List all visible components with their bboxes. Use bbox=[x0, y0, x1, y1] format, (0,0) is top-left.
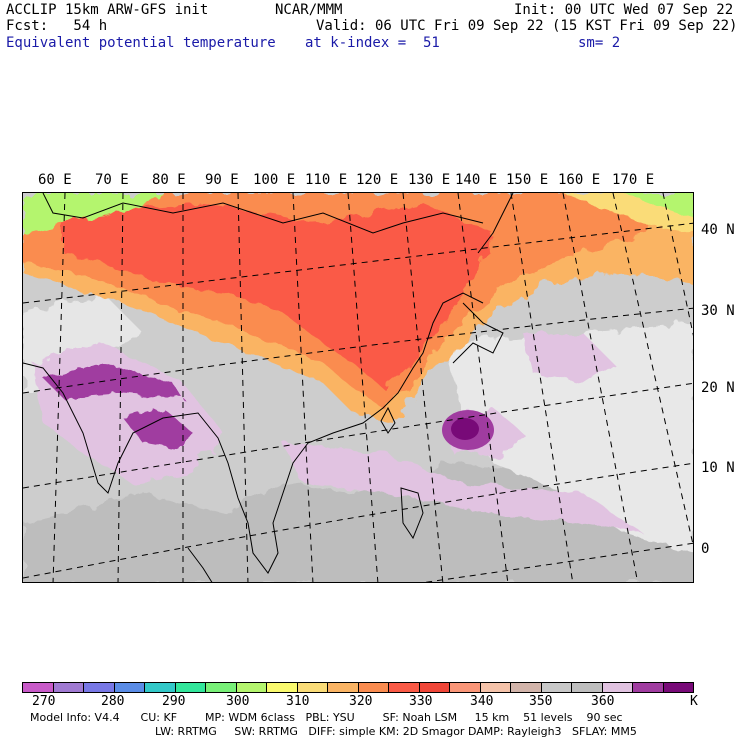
theta-e-map bbox=[22, 192, 694, 583]
north-pacific-moist-patch bbox=[523, 333, 613, 383]
northwest-cool-fringe bbox=[23, 193, 163, 233]
colorbar-swatch bbox=[572, 683, 603, 692]
latitude-label: 20 N bbox=[701, 380, 735, 396]
colorbar-swatch bbox=[53, 683, 84, 692]
model-title: ACCLIP 15km ARW-GFS init bbox=[6, 2, 209, 18]
longitude-label: 60 E bbox=[38, 172, 72, 188]
model-info-line: Model Info: V4.4 CU: KF MP: WDM 6class P… bbox=[30, 711, 623, 724]
colorbar-swatch bbox=[145, 683, 176, 692]
colorbar-tick-label: 350 bbox=[529, 694, 553, 709]
latitude-label: 30 N bbox=[701, 303, 735, 319]
typhoon-eye-region bbox=[451, 418, 479, 440]
colorbar-tick-label: 270 bbox=[32, 694, 56, 709]
colorbar-swatch bbox=[236, 683, 267, 692]
colorbar-swatch bbox=[297, 683, 328, 692]
graticule bbox=[23, 193, 693, 582]
longitude-label: 70 E bbox=[95, 172, 129, 188]
level-index: at k-index = 51 bbox=[305, 35, 440, 51]
colorbar-swatch bbox=[328, 683, 359, 692]
coastlines bbox=[23, 193, 514, 582]
colorbar-swatch bbox=[419, 683, 450, 692]
colorbar-tick-label: 340 bbox=[470, 694, 494, 709]
colorbar-swatch bbox=[480, 683, 511, 692]
colorbar-swatch bbox=[541, 683, 572, 692]
bay-of-bengal-core bbox=[123, 408, 193, 448]
colorbar-tick-label: 320 bbox=[349, 694, 373, 709]
init-time: Init: 00 UTC Wed 07 Sep 22 bbox=[514, 2, 734, 18]
longitude-label: 130 E bbox=[408, 172, 451, 188]
colorbar-tick-label: 330 bbox=[409, 694, 433, 709]
colorbar-swatch bbox=[23, 683, 54, 692]
latitude-label: 0 bbox=[701, 541, 710, 557]
colorbar-swatch bbox=[175, 683, 206, 692]
southern-band bbox=[23, 443, 693, 582]
smoothing-label: sm= 2 bbox=[578, 35, 621, 51]
colorbar-swatch bbox=[389, 683, 420, 692]
colorbar-swatch bbox=[602, 683, 633, 692]
colorbar-swatch bbox=[206, 683, 237, 692]
colorbar-tick-label: 300 bbox=[226, 694, 250, 709]
india-high-theta-band bbox=[43, 363, 183, 398]
colorbar-swatch bbox=[114, 683, 145, 692]
longitude-label: 140 E bbox=[455, 172, 498, 188]
colorbar-swatch bbox=[663, 683, 693, 692]
physics-info-line: LW: RRTMG SW: RRTMG DIFF: simple KM: 2D … bbox=[155, 725, 637, 738]
colorbar-swatch bbox=[511, 683, 542, 692]
colorbar-swatch bbox=[633, 683, 664, 692]
warm-band-core bbox=[63, 203, 493, 388]
northeast-green-fringe bbox=[623, 193, 693, 218]
longitude-label: 100 E bbox=[253, 172, 296, 188]
colorbar-tick-label: 360 bbox=[591, 694, 615, 709]
south-china-sea-moist-band bbox=[283, 443, 643, 533]
institution-label: NCAR/MMM bbox=[275, 2, 343, 18]
colorbar-tick-label: 280 bbox=[101, 694, 125, 709]
longitude-label: 110 E bbox=[305, 172, 348, 188]
forecast-hour: Fcst: 54 h bbox=[6, 18, 108, 34]
colorbar-swatch bbox=[84, 683, 115, 692]
map-canvas bbox=[23, 193, 693, 582]
field-name: Equivalent potential temperature bbox=[6, 35, 276, 51]
longitude-label: 120 E bbox=[356, 172, 399, 188]
longitude-label: 150 E bbox=[506, 172, 549, 188]
latitude-label: 40 N bbox=[701, 222, 735, 238]
colorbar-swatch bbox=[358, 683, 389, 692]
longitude-label: 170 E bbox=[612, 172, 655, 188]
colorbar-swatch bbox=[450, 683, 481, 692]
longitude-label: 160 E bbox=[558, 172, 601, 188]
latitude-label: 10 N bbox=[701, 460, 735, 476]
longitude-label: 90 E bbox=[205, 172, 239, 188]
colorbar-tick-label: 290 bbox=[162, 694, 186, 709]
colorbar-tick-label: 310 bbox=[286, 694, 310, 709]
pacific-light-zone bbox=[443, 323, 693, 553]
colorbar-tick-label: K bbox=[690, 694, 698, 709]
colorbar-swatch bbox=[267, 683, 298, 692]
valid-time: Valid: 06 UTC Fri 09 Sep 22 (15 KST Fri … bbox=[316, 18, 738, 34]
longitude-label: 80 E bbox=[152, 172, 186, 188]
colorbar bbox=[22, 682, 694, 693]
